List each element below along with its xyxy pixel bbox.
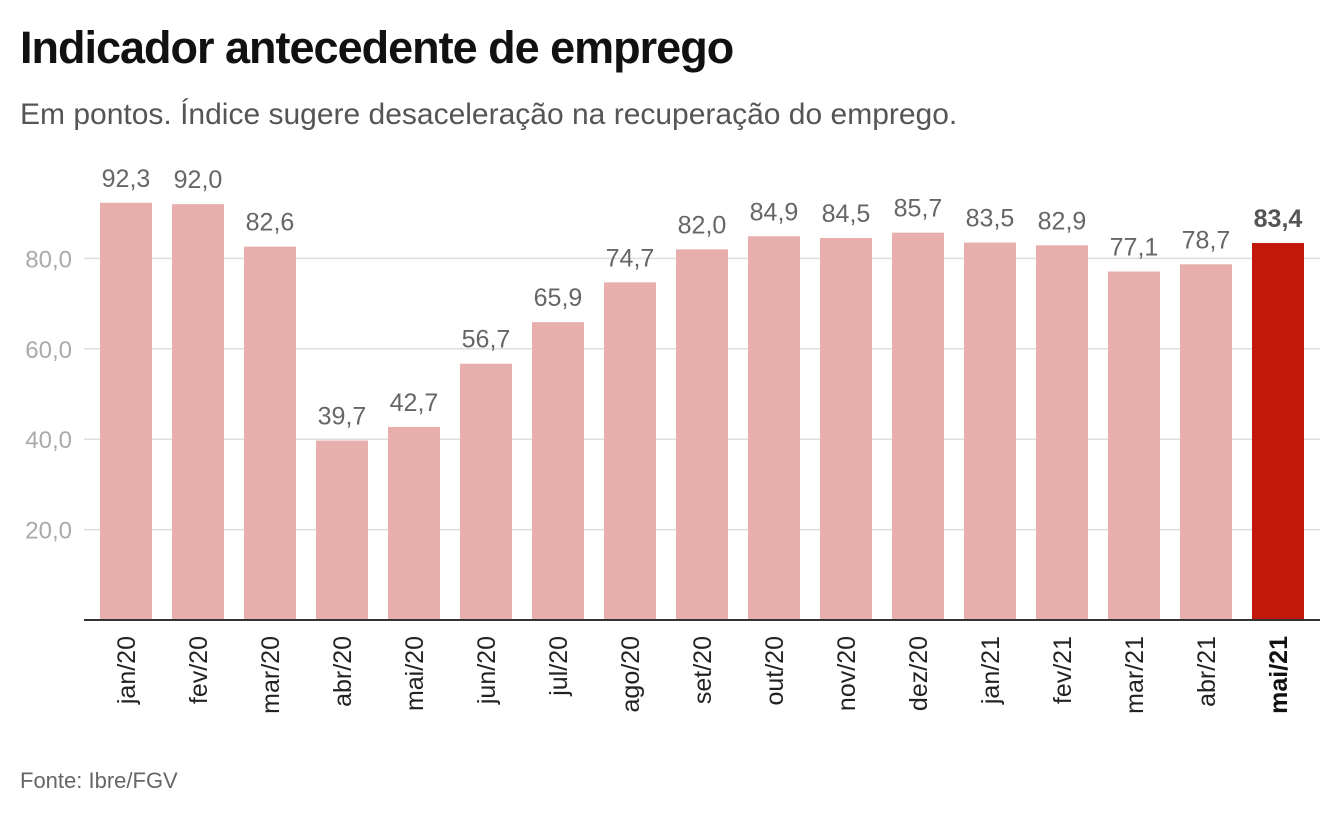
data-label: 84,9 <box>750 198 799 226</box>
data-label: 78,7 <box>1182 226 1231 254</box>
y-tick-label: 20,0 <box>25 518 72 545</box>
data-label: 42,7 <box>390 389 439 417</box>
bar-abr-20 <box>316 440 368 620</box>
x-tick-label: out/20 <box>761 636 789 706</box>
y-tick-label: 80,0 <box>25 246 72 273</box>
bar-out-20 <box>748 236 800 620</box>
x-tick-label: abr/21 <box>1193 636 1221 707</box>
y-tick-label: 40,0 <box>25 427 72 454</box>
data-label: 65,9 <box>534 284 583 312</box>
data-label: 82,9 <box>1038 207 1087 235</box>
bar-set-20 <box>676 249 728 621</box>
x-tick-label: fev/21 <box>1049 636 1077 704</box>
source-note: Fonte: Ibre/FGV <box>20 768 178 793</box>
data-label: 39,7 <box>318 403 367 431</box>
x-tick-label: mai/21 <box>1265 636 1293 714</box>
data-label: 83,4 <box>1254 205 1303 233</box>
data-label: 74,7 <box>606 244 655 272</box>
data-label: 84,5 <box>822 200 871 228</box>
x-tick-label: jan/20 <box>113 636 141 705</box>
x-tick-label: mai/20 <box>401 636 429 711</box>
bar-jan-20 <box>100 202 152 620</box>
x-tick-label: mar/21 <box>1121 636 1149 714</box>
bar-jun-20 <box>460 363 512 620</box>
x-tick-label: abr/20 <box>329 636 357 707</box>
data-label: 82,0 <box>678 211 727 239</box>
data-label: 77,1 <box>1110 234 1159 262</box>
bar-mai-21 <box>1252 243 1304 621</box>
bar-abr-21 <box>1180 264 1232 620</box>
chart-title: Indicador antecedente de emprego <box>20 22 734 73</box>
x-tick-label: ago/20 <box>617 636 645 712</box>
bar-nov-20 <box>820 238 872 620</box>
x-tick-label: jan/21 <box>977 636 1005 705</box>
bar-fev-21 <box>1036 245 1088 621</box>
bar-jul-20 <box>532 322 584 620</box>
y-tick-label: 60,0 <box>25 337 72 364</box>
x-tick-label: set/20 <box>689 636 717 704</box>
chart-subtitle: Em pontos. Índice sugere desaceleração n… <box>20 98 958 131</box>
bar-fev-20 <box>172 204 224 620</box>
bar-mai-20 <box>388 426 440 620</box>
data-label: 85,7 <box>894 195 943 223</box>
data-label: 56,7 <box>462 326 511 354</box>
bar-jan-21 <box>964 242 1016 620</box>
bar-mar-21 <box>1108 271 1160 620</box>
bar-mar-20 <box>244 246 296 620</box>
x-tick-label: fev/20 <box>185 636 213 704</box>
data-label: 82,6 <box>246 209 295 237</box>
x-tick-label: jun/20 <box>473 636 501 705</box>
data-label: 92,0 <box>174 166 223 194</box>
x-tick-label: dez/20 <box>905 636 933 711</box>
x-tick-label: mar/20 <box>257 636 285 714</box>
data-label: 83,5 <box>966 205 1015 233</box>
bar-ago-20 <box>604 282 656 620</box>
x-tick-label: nov/20 <box>833 636 861 711</box>
x-tick-label: jul/20 <box>545 636 573 697</box>
data-label: 92,3 <box>102 165 151 193</box>
bar-dez-20 <box>892 232 944 621</box>
